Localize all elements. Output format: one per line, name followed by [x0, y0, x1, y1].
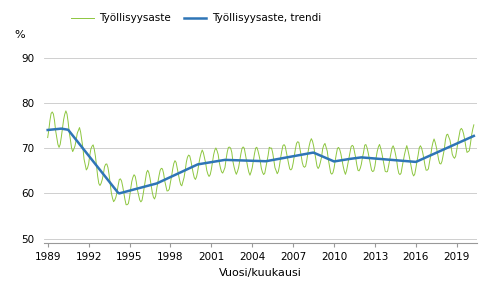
Työllisyysaste, trendi [59, 127, 64, 130]
Työllisyysaste, trendi [439, 149, 445, 152]
Työllisyysaste [283, 150, 289, 154]
Line: Työllisyysaste, trendi: Työllisyysaste, trendi [48, 129, 474, 193]
Työllisyysaste [466, 149, 472, 152]
Työllisyysaste [143, 177, 149, 181]
Työllisyysaste [471, 123, 477, 127]
Työllisyysaste [322, 142, 328, 145]
Työllisyysaste, trendi [216, 159, 222, 163]
Työllisyysaste, trendi [116, 192, 122, 195]
Työllisyysaste [439, 159, 445, 163]
Työllisyysaste [216, 161, 222, 164]
Työllisyysaste, trendi [471, 134, 477, 138]
Työllisyysaste, trendi [322, 156, 328, 159]
Line: Työllisyysaste: Työllisyysaste [48, 111, 474, 205]
Legend: Työllisyysaste, Työllisyysaste, trendi: Työllisyysaste, Työllisyysaste, trendi [71, 13, 321, 23]
Työllisyysaste, trendi [283, 156, 289, 159]
Työllisyysaste [45, 136, 51, 139]
Työllisyysaste, trendi [143, 185, 149, 188]
Työllisyysaste [63, 109, 69, 113]
Työllisyysaste, trendi [45, 128, 51, 132]
Text: %: % [14, 30, 25, 40]
Työllisyysaste [123, 203, 129, 207]
Työllisyysaste, trendi [466, 136, 472, 140]
X-axis label: Vuosi/kuukausi: Vuosi/kuukausi [219, 268, 302, 278]
